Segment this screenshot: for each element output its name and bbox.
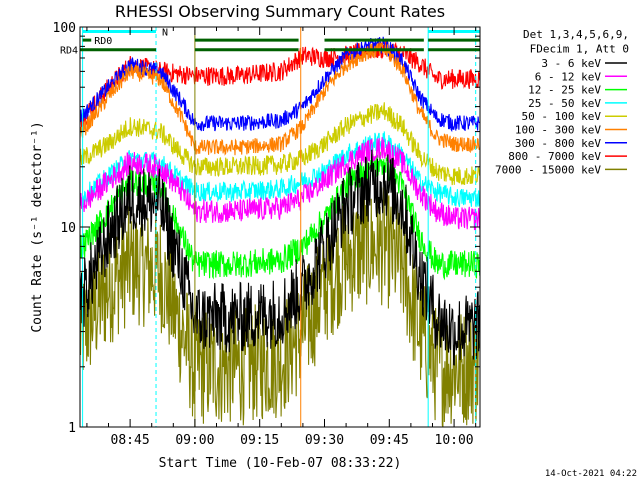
legend-label-12-25-kev: 12 - 25 keV xyxy=(528,84,601,97)
series-line-3-6-kev xyxy=(80,149,480,366)
x-tick-label-10-00: 10:00 xyxy=(435,433,474,448)
x-axis-label: Start Time (10-Feb-07 08:33:22) xyxy=(159,456,402,471)
x-tick-label-09-15: 09:15 xyxy=(240,433,279,448)
x-tick-label-08-45: 08:45 xyxy=(111,433,150,448)
legend-label-100-300-kev: 100 - 300 keV xyxy=(515,124,601,137)
annotation-label-n: N xyxy=(162,27,168,38)
series-line-12-25-kev xyxy=(80,151,480,281)
x-tick-label-09-30: 09:30 xyxy=(305,433,344,448)
legend-label-25-50-kev: 25 - 50 keV xyxy=(528,97,601,110)
series-line-7000-15000-kev xyxy=(80,186,480,427)
timestamp-footer: 14-Oct-2021 04:22 xyxy=(545,469,637,479)
legend-header-1: FDecim 1, Att 0 xyxy=(530,43,629,56)
axes: 08:45 09:00 09:15 09:30 09:45 10:00 1 10 100 xyxy=(53,21,480,448)
legend: Det 1,3,4,5,6,9, FDecim 1, Att 03 - 6 keV… xyxy=(495,28,629,176)
legend-label-300-800-kev: 300 - 800 keV xyxy=(515,137,601,150)
legend-label-6-12-kev: 6 - 12 keV xyxy=(535,70,602,83)
annotation-label-rd0: RD0 xyxy=(94,36,112,47)
plot-area xyxy=(80,36,480,427)
y-tick-label-100: 100 xyxy=(53,21,76,36)
series-line-6-12-kev xyxy=(80,137,480,231)
y-tick-label-1: 1 xyxy=(68,421,76,436)
legend-label-800-7000-kev: 800 - 7000 keV xyxy=(508,150,601,163)
y-axis-label: Count Rate (s⁻¹ detector⁻¹) xyxy=(30,121,45,332)
chart-title: RHESSI Observing Summary Count Rates xyxy=(115,2,445,21)
x-tick-label-09-00: 09:00 xyxy=(175,433,214,448)
y-tick-label-10: 10 xyxy=(60,221,76,236)
legend-label-50-100-kev: 50 - 100 keV xyxy=(522,110,602,123)
series-line-100-300-kev xyxy=(80,41,480,156)
legend-label-7000-15000-kev: 7000 - 15000 keV xyxy=(495,163,601,176)
series-line-800-7000-kev xyxy=(80,38,480,130)
annotation-label-rd4: RD4 xyxy=(60,46,78,57)
series-line-50-100-kev xyxy=(80,102,480,186)
x-tick-label-09-45: 09:45 xyxy=(370,433,409,448)
legend-header-0: Det 1,3,4,5,6,9, xyxy=(523,28,629,41)
legend-label-3-6-kev: 3 - 6 keV xyxy=(541,57,601,70)
